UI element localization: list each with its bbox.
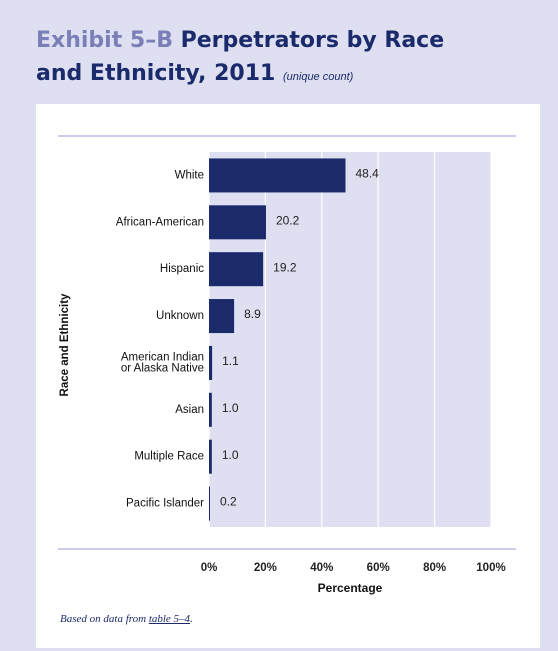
chart-subtitle: (unique count) (282, 71, 354, 83)
bar (209, 345, 213, 380)
x-tick-label: 100% (476, 562, 505, 574)
data-label: 1.1 (222, 354, 239, 368)
category-label: American Indian (121, 351, 204, 363)
data-label: 48.4 (355, 167, 379, 181)
title-line-2: and Ethnicity, 2011 (36, 61, 276, 86)
category-label: Asian (175, 404, 204, 416)
x-tick-label: 40% (310, 562, 333, 574)
data-label: 1.0 (222, 448, 239, 462)
category-label: Multiple Race (134, 451, 204, 463)
bar (209, 252, 264, 287)
x-tick-label: 0% (201, 562, 218, 574)
exhibit-number: Exhibit 5–B (36, 28, 173, 53)
category-label: African-American (116, 216, 204, 228)
footnote-suffix: . (190, 613, 193, 625)
category-label: Pacific Islander (126, 498, 204, 510)
data-label: 20.2 (276, 213, 300, 227)
y-axis-title: Race and Ethnicity (59, 293, 71, 396)
bar (209, 299, 235, 334)
bar (209, 439, 212, 474)
source-footnote: Based on data from table 5–4. (60, 613, 193, 625)
data-label: 1.0 (222, 401, 239, 415)
x-tick-label: 60% (367, 562, 390, 574)
data-label: 8.9 (244, 307, 261, 321)
data-label: 19.2 (273, 260, 297, 274)
bar (209, 158, 346, 193)
category-label: or Alaska Native (121, 362, 204, 374)
x-axis-title: Percentage (318, 581, 383, 595)
bar (209, 392, 212, 427)
category-label: Unknown (156, 310, 204, 322)
bar (209, 205, 266, 240)
footnote-prefix: Based on data from (60, 613, 149, 625)
table-link[interactable]: table 5–4 (148, 613, 191, 625)
data-label: 0.2 (220, 495, 237, 509)
category-label: Hispanic (160, 263, 204, 275)
x-tick-label: 20% (254, 562, 277, 574)
category-label: White (175, 169, 204, 181)
exhibit-title: Exhibit 5–B Perpetrators by Race and Eth… (36, 24, 536, 94)
bar (209, 486, 210, 521)
title-line-1: Perpetrators by Race (180, 28, 445, 53)
x-tick-label: 80% (423, 562, 446, 574)
